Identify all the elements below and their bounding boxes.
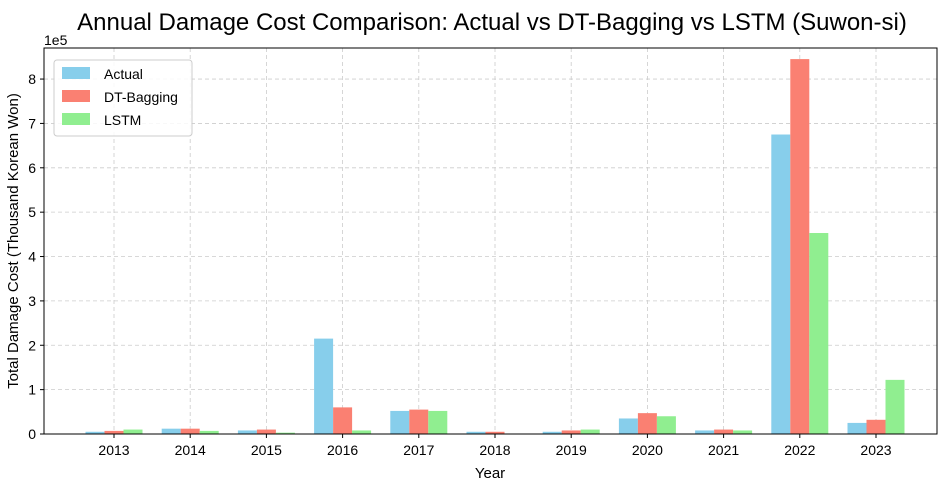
bar-actual-2019 [542,431,562,434]
bars-group [85,59,905,435]
y-tick-label: 3 [28,293,36,309]
x-tick-label: 2017 [403,442,434,458]
bar-actual-2017 [390,410,410,434]
x-tick-label: 2021 [708,442,739,458]
bar-dt-bagging-2016 [333,407,353,434]
legend-swatch-lstm [62,113,90,125]
y-scale-label: 1e5 [44,32,68,48]
y-tick-label: 1 [28,382,36,398]
bar-actual-2021 [695,430,715,434]
bar-dt-bagging-2020 [637,413,657,434]
bar-dt-bagging-2022 [790,59,810,435]
bar-lstm-2019 [580,429,600,434]
y-tick-label: 5 [28,204,36,220]
bar-lstm-2021 [733,430,753,434]
bar-dt-bagging-2015 [256,429,276,434]
bar-lstm-2022 [809,233,829,434]
bar-dt-bagging-2021 [714,429,734,434]
bar-lstm-2023 [885,379,905,434]
bar-dt-bagging-2019 [561,430,581,434]
y-tick-label: 7 [28,115,36,131]
bar-dt-bagging-2018 [485,431,505,434]
bar-actual-2022 [771,134,791,434]
y-tick-label: 8 [28,71,36,87]
y-axis-label: Total Damage Cost (Thousand Korean Won) [5,93,22,389]
bar-actual-2014 [161,428,181,434]
bar-lstm-2020 [656,416,676,434]
bar-dt-bagging-2017 [409,409,429,434]
bar-actual-2023 [847,422,867,434]
legend-label-actual: Actual [104,66,143,82]
y-tick-label: 6 [28,160,36,176]
bar-dt-bagging-2013 [104,430,124,434]
chart-title: Annual Damage Cost Comparison: Actual vs… [77,9,907,36]
bar-dt-bagging-2023 [866,419,886,434]
legend-swatch-dt-bagging [62,90,90,102]
x-axis-ticks: 2013 2014 2015 2016 2017 2018 2019 2020 2021 2022… [98,434,892,458]
bar-actual-2015 [237,430,257,434]
x-tick-label: 2023 [860,442,891,458]
x-tick-label: 2015 [251,442,282,458]
bar-lstm-2016 [352,430,372,434]
legend-label-dt-bagging: DT-Bagging [104,89,178,105]
bar-actual-2013 [85,431,105,434]
legend: Actual DT-Bagging LSTM [53,59,193,137]
legend-swatch-actual [62,67,90,79]
y-tick-label: 4 [28,249,36,265]
x-tick-label: 2019 [556,442,587,458]
bar-lstm-2017 [428,410,448,434]
y-tick-label: 2 [28,337,36,353]
bar-actual-2020 [618,418,638,434]
x-tick-label: 2020 [632,442,663,458]
bar-actual-2016 [314,338,334,434]
x-tick-label: 2013 [98,442,129,458]
bar-lstm-2013 [123,429,143,434]
bar-dt-bagging-2014 [180,428,200,434]
x-tick-label: 2022 [784,442,815,458]
bar-lstm-2014 [199,430,219,434]
x-tick-label: 2018 [479,442,510,458]
bar-actual-2018 [466,431,486,434]
bar-lstm-2015 [275,432,295,434]
y-axis-ticks: 0 1 2 3 4 5 6 7 8 [28,71,44,442]
x-tick-label: 2014 [175,442,206,458]
legend-label-lstm: LSTM [104,112,141,128]
plot-frame [43,47,938,435]
x-tick-label: 2016 [327,442,358,458]
x-axis-label: Year [475,465,505,482]
y-tick-label: 0 [28,426,36,442]
